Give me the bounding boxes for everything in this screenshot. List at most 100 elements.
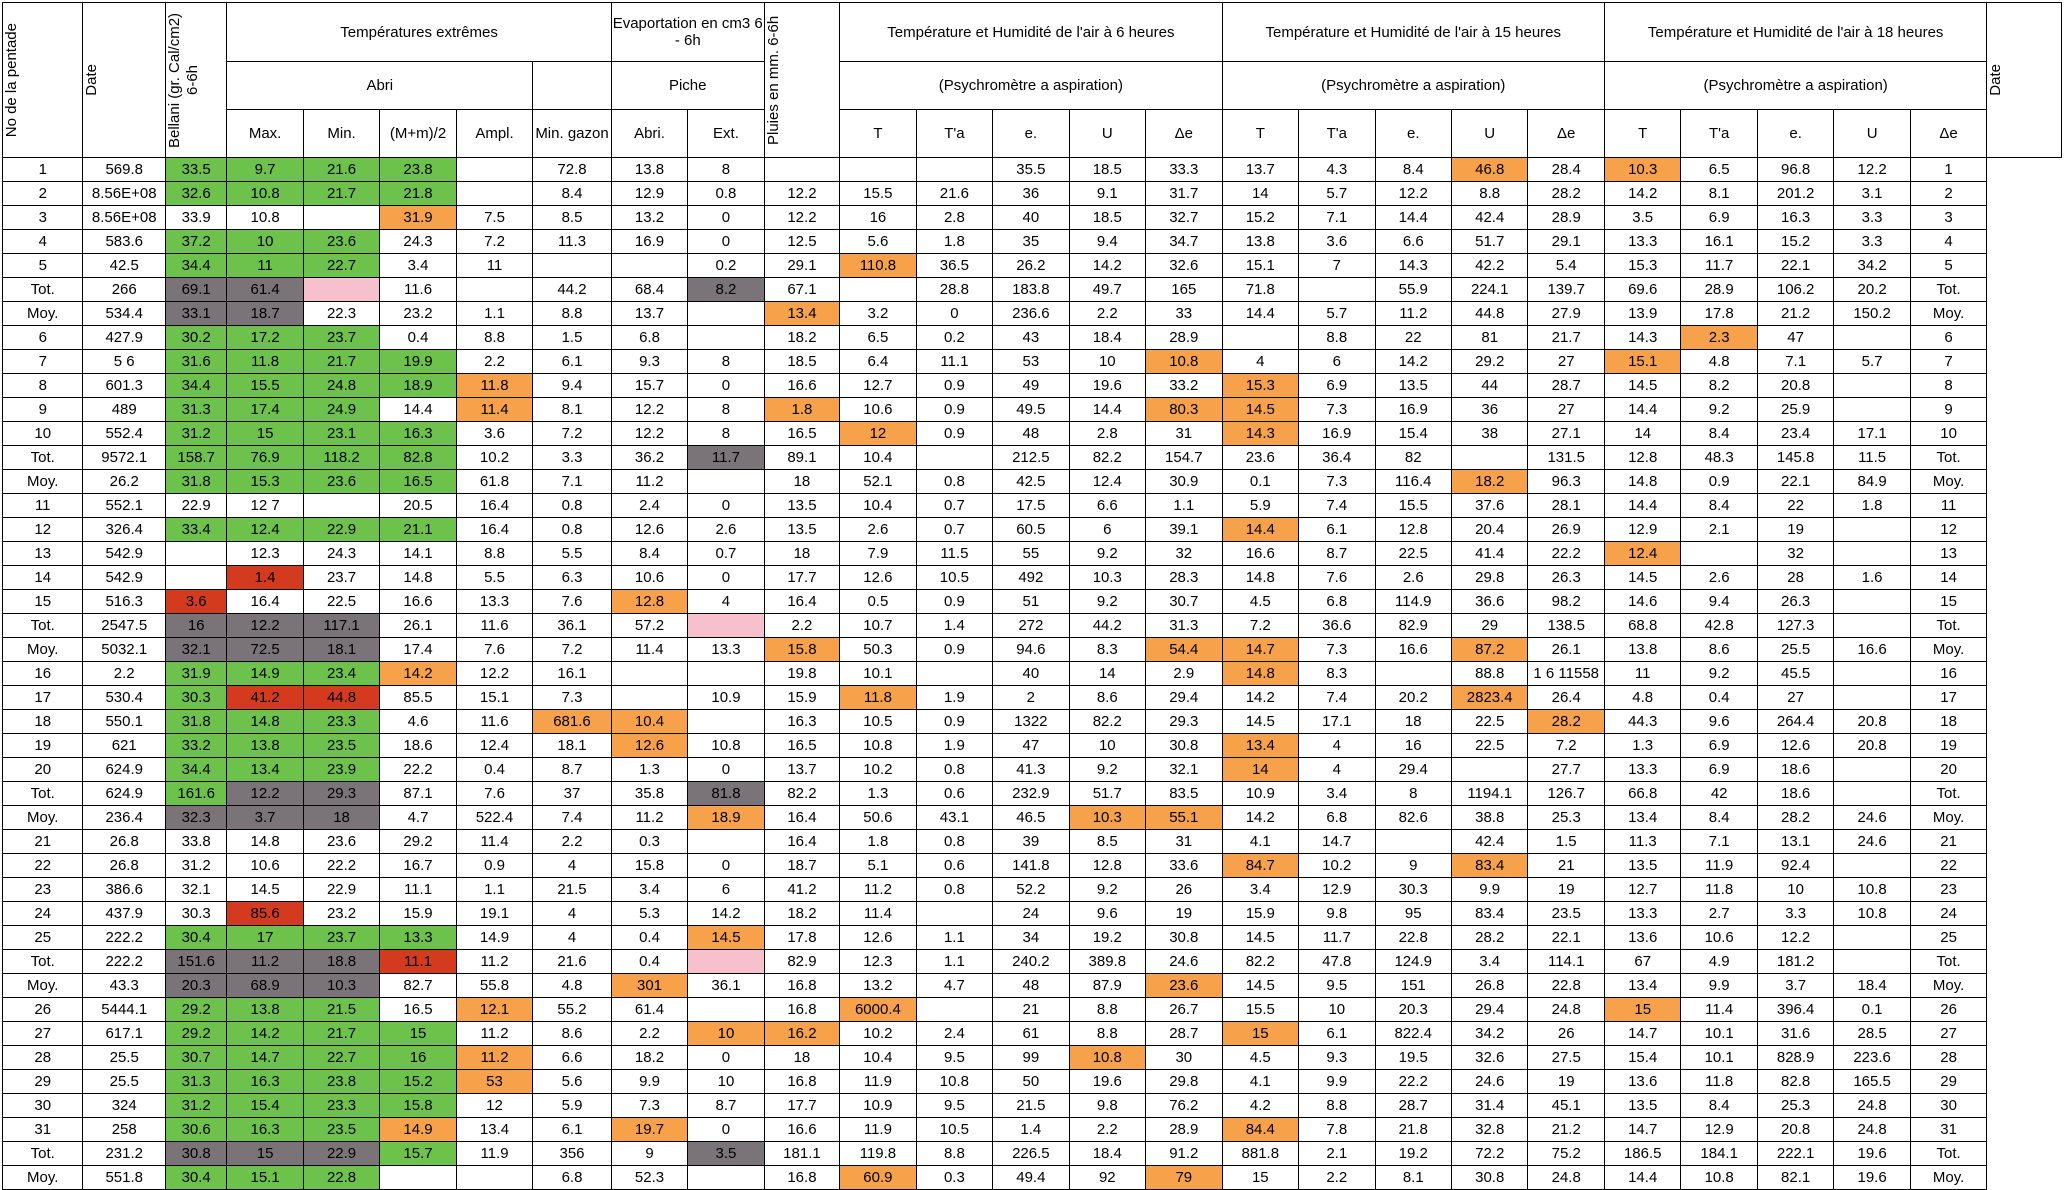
table-cell: 16.8 bbox=[763, 997, 841, 1022]
table-cell: 2.4 bbox=[610, 493, 689, 518]
header-t-15h: T bbox=[1221, 109, 1300, 158]
row-label: 13 bbox=[1, 541, 84, 566]
table-cell: 24.3 bbox=[302, 541, 381, 566]
header-temp-extremes: Températures extrêmes bbox=[226, 2, 612, 62]
table-cell: 8.4 bbox=[532, 181, 612, 206]
header-psychro-15h: (Psychromètre a aspiration) bbox=[1221, 61, 1605, 110]
table-cell: 822.4 bbox=[1374, 1021, 1452, 1046]
table-cell: 11 bbox=[226, 253, 304, 278]
table-cell: 11.8 bbox=[1680, 877, 1758, 902]
table-cell: 51 bbox=[992, 589, 1070, 614]
table-cell: 28.2 bbox=[1756, 805, 1835, 830]
table-cell bbox=[610, 253, 689, 278]
table-cell: 34.2 bbox=[1833, 253, 1911, 278]
table-cell: 3.3 bbox=[1833, 229, 1911, 254]
row-label: 12 bbox=[1, 517, 84, 542]
table-cell: 30.8 bbox=[164, 1141, 228, 1166]
table-cell: 92 bbox=[1068, 1165, 1147, 1190]
table-cell: 88.8 bbox=[1450, 661, 1529, 686]
table-cell: 11.2 bbox=[455, 1045, 534, 1070]
table-cell: 301 bbox=[610, 973, 689, 998]
table-cell: 6.9 bbox=[1680, 733, 1758, 758]
table-cell: 83.4 bbox=[1450, 901, 1529, 926]
table-cell: 46.8 bbox=[1450, 157, 1529, 182]
table-cell bbox=[1833, 757, 1911, 782]
table-cell: 22.1 bbox=[1756, 469, 1835, 494]
table-cell: 72.8 bbox=[532, 157, 612, 182]
table-cell: 4.1 bbox=[1221, 1069, 1300, 1094]
table-cell: 10.2 bbox=[1298, 853, 1376, 878]
table-cell: 11.2 bbox=[839, 877, 917, 902]
table-cell: 2.2 bbox=[1068, 301, 1147, 326]
table-cell: 16.9 bbox=[1374, 397, 1452, 422]
table-cell: 10.4 bbox=[610, 709, 689, 734]
table-cell: 2.8 bbox=[1068, 421, 1147, 446]
table-cell: 15.7 bbox=[610, 373, 689, 398]
header-de-15h: Δe bbox=[1527, 109, 1605, 158]
table-cell: 18.2 bbox=[763, 325, 841, 350]
table-cell: 27 bbox=[1527, 349, 1605, 374]
table-cell: 22.9 bbox=[302, 877, 381, 902]
table-cell: 27 bbox=[1527, 397, 1605, 422]
row-label-right: 2 bbox=[1909, 181, 1988, 206]
table-cell: 81.8 bbox=[687, 781, 765, 806]
table-cell: 7.2 bbox=[1221, 613, 1300, 638]
table-cell: 13.5 bbox=[763, 493, 841, 518]
table-cell: 29.8 bbox=[1450, 565, 1529, 590]
table-cell: 28.9 bbox=[1145, 1117, 1223, 1142]
table-cell bbox=[164, 541, 228, 566]
table-cell bbox=[1298, 277, 1376, 302]
row-label-right: 28 bbox=[1909, 1045, 1988, 1070]
table-row: 12 326.4 33.4 12.4 22.9 21.1 16.4 0.8 12.6 2.6 13.… bbox=[1, 517, 2062, 542]
table-cell: 9.4 bbox=[1680, 589, 1758, 614]
table-cell: 26.1 bbox=[379, 613, 457, 638]
table-cell: 8 bbox=[1374, 781, 1452, 806]
table-cell: 43.1 bbox=[915, 805, 994, 830]
table-cell: 32 bbox=[1145, 541, 1223, 566]
table-cell: 9.9 bbox=[610, 1069, 689, 1094]
table-cell: 0.9 bbox=[915, 637, 994, 662]
table-cell: 10.5 bbox=[915, 565, 994, 590]
table-cell: 138.5 bbox=[1527, 613, 1605, 638]
table-cell: 26.2 bbox=[992, 253, 1070, 278]
table-cell: 9.2 bbox=[1680, 661, 1758, 686]
table-cell: 26.7 bbox=[1145, 997, 1223, 1022]
table-cell: 5.6 bbox=[839, 229, 917, 254]
table-cell: 2.1 bbox=[1298, 1141, 1376, 1166]
table-cell: 14.4 bbox=[1603, 493, 1682, 518]
table-cell: 25.3 bbox=[1756, 1093, 1835, 1118]
table-cell: 16.4 bbox=[763, 829, 841, 854]
table-cell: 16.3 bbox=[226, 1069, 304, 1094]
table-cell: 7.6 bbox=[532, 589, 612, 614]
table-cell: 13.7 bbox=[1221, 157, 1300, 182]
table-cell: 0.8 bbox=[915, 469, 994, 494]
table-cell: 69.1 bbox=[164, 277, 228, 302]
table-cell: 1.1 bbox=[1145, 493, 1223, 518]
table-cell: 23.6 bbox=[1221, 445, 1300, 470]
row-label: 18 bbox=[1, 709, 84, 734]
table-cell: 15 bbox=[226, 1141, 304, 1166]
table-row: 26 5444.1 29.2 13.8 21.5 16.5 12.1 55.2 61.4 16.8… bbox=[1, 997, 2062, 1022]
table-cell: 116.4 bbox=[1374, 469, 1452, 494]
table-cell: 44.8 bbox=[302, 685, 381, 710]
table-cell: 266 bbox=[82, 277, 166, 302]
table-cell: 542.9 bbox=[82, 541, 166, 566]
table-cell: 17.8 bbox=[763, 925, 841, 950]
row-label: 30 bbox=[1, 1093, 84, 1118]
table-cell: 8.4 bbox=[1374, 157, 1452, 182]
table-cell: 23.3 bbox=[302, 1093, 381, 1118]
table-cell: 82.9 bbox=[1374, 613, 1452, 638]
table-row: Moy. 43.3 20.3 68.9 10.3 82.7 55.8 4.8 301 36.1 16… bbox=[1, 973, 2062, 998]
table-cell: 324 bbox=[82, 1093, 166, 1118]
table-cell: 624.9 bbox=[82, 781, 166, 806]
table-cell: 8 bbox=[687, 349, 765, 374]
table-cell: 14.5 bbox=[1603, 565, 1682, 590]
header-date-right: Date bbox=[1986, 2, 2062, 158]
table-cell: 19.1 bbox=[455, 901, 534, 926]
table-cell: 15.1 bbox=[1603, 349, 1682, 374]
table-cell: 12.2 bbox=[226, 613, 304, 638]
table-cell: 29.2 bbox=[164, 1021, 228, 1046]
table-cell: 1.8 bbox=[1833, 493, 1911, 518]
table-cell: 27.9 bbox=[1527, 301, 1605, 326]
table-cell: 13.7 bbox=[610, 301, 689, 326]
